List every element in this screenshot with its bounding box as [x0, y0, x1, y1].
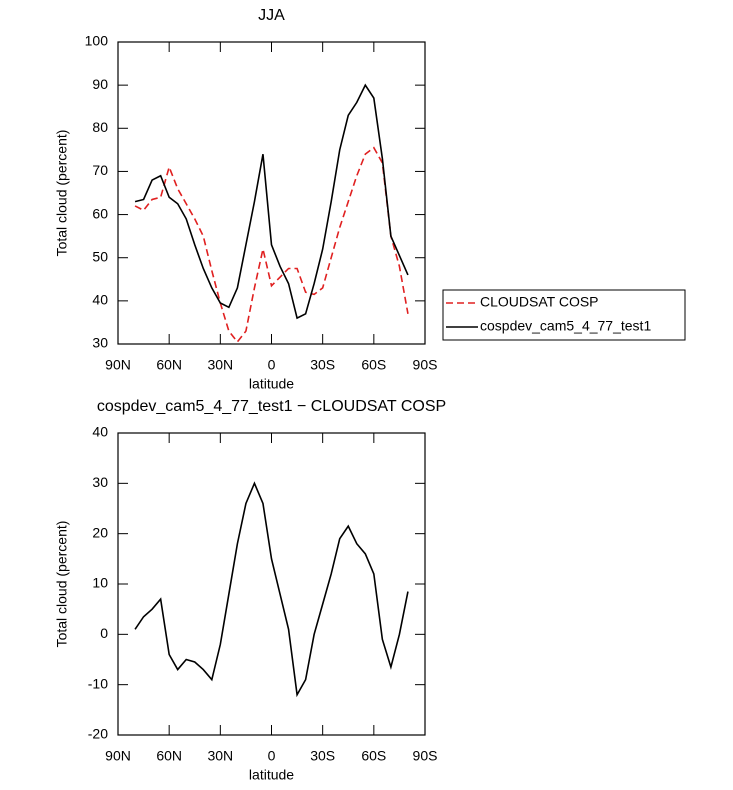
y-axis-label: Total cloud (percent) — [54, 130, 70, 257]
x-tick-label: 90S — [413, 748, 438, 764]
y-tick-label: 10 — [92, 575, 108, 591]
x-tick-label: 30N — [207, 357, 233, 373]
x-tick-label: 0 — [268, 357, 276, 373]
y-tick-label: 100 — [85, 33, 109, 49]
x-tick-label: 30S — [310, 748, 335, 764]
x-tick-label: 90N — [105, 357, 131, 373]
x-tick-label: 30N — [207, 748, 233, 764]
y-tick-label: 40 — [92, 424, 108, 440]
x-tick-label: 90N — [105, 748, 131, 764]
chart-title: JJA — [258, 7, 285, 24]
y-tick-label: 80 — [92, 119, 108, 135]
x-tick-label: 60S — [361, 357, 386, 373]
x-tick-label: 60S — [361, 748, 386, 764]
y-tick-label: 50 — [92, 248, 108, 264]
y-tick-label: -10 — [88, 675, 108, 691]
chart-title: cospdev_cam5_4_77_test1 − CLOUDSAT COSP — [97, 398, 446, 415]
legend-box — [442, 289, 686, 341]
x-axis-label: latitude — [249, 376, 294, 392]
y-tick-label: -20 — [88, 726, 108, 742]
x-tick-label: 60N — [156, 748, 182, 764]
y-tick-label: 0 — [100, 625, 108, 641]
y-tick-label: 40 — [92, 292, 108, 308]
x-tick-label: 30S — [310, 357, 335, 373]
x-axis-label: latitude — [249, 767, 294, 783]
legend-label: CLOUDSAT COSP — [480, 294, 599, 310]
data-line — [134, 83, 409, 320]
y-tick-label: 30 — [92, 335, 108, 351]
x-tick-label: 0 — [268, 748, 276, 764]
y-tick-label: 90 — [92, 76, 108, 92]
x-tick-label: 90S — [413, 357, 438, 373]
plot-frame — [117, 432, 426, 736]
y-axis-label: Total cloud (percent) — [54, 521, 70, 648]
legend-label: cospdev_cam5_4_77_test1 — [480, 318, 651, 334]
y-tick-label: 20 — [92, 524, 108, 540]
y-tick-label: 30 — [92, 474, 108, 490]
y-tick-label: 60 — [92, 205, 108, 221]
x-tick-label: 60N — [156, 357, 182, 373]
y-tick-label: 70 — [92, 162, 108, 178]
plot-frame — [117, 41, 426, 345]
data-line — [134, 481, 409, 698]
data-line — [134, 146, 409, 344]
